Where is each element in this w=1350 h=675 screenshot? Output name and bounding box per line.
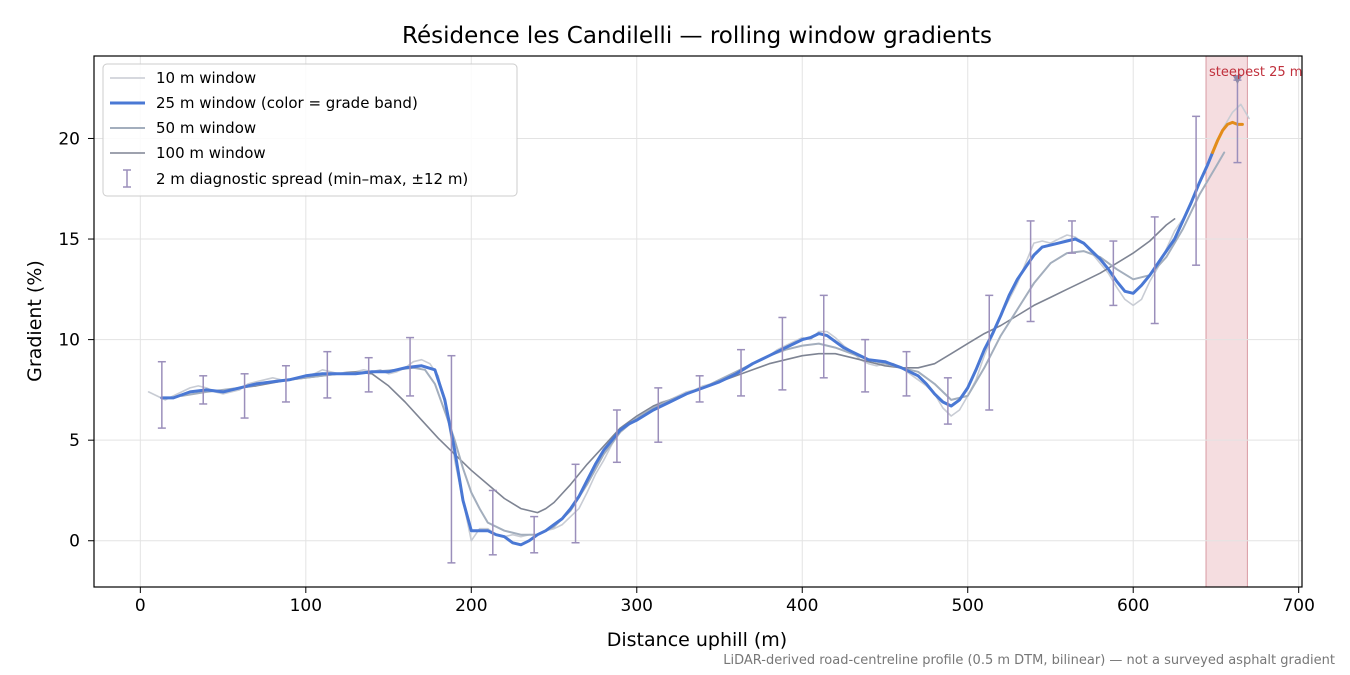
legend-label-errorbar: 2 m diagnostic spread (min–max, ±12 m) xyxy=(156,170,468,188)
legend-label-10m: 10 m window xyxy=(156,69,256,87)
series-line-50-m-window xyxy=(180,151,1226,536)
x-tick-label: 300 xyxy=(621,596,653,616)
x-tick-label: 100 xyxy=(290,596,322,616)
y-tick-label: 15 xyxy=(58,230,80,250)
steepest-label: steepest 25 m xyxy=(1209,65,1302,80)
x-tick-label: 400 xyxy=(786,596,818,616)
y-tick-label: 10 xyxy=(58,331,80,351)
legend: 10 m window 25 m window (color = grade b… xyxy=(102,63,518,197)
legend-box xyxy=(102,63,518,197)
x-tick-label: 0 xyxy=(135,596,146,616)
steepest-band xyxy=(1205,55,1248,588)
legend-swatch-errorbar xyxy=(123,169,131,188)
y-tick-label: 20 xyxy=(58,129,80,149)
x-tick-label: 200 xyxy=(455,596,487,616)
legend-label-100m: 100 m window xyxy=(156,144,266,162)
y-tick-label: 0 xyxy=(69,532,80,552)
y-axis-label: Gradient (%) xyxy=(24,260,46,382)
plot-area: steepest 25 m 0 100 200 300 400 500 600 700 0 5 10 1… xyxy=(58,55,1315,616)
series-line-25-m-window-color-grade-band xyxy=(160,151,1215,547)
x-tick-label: 600 xyxy=(1117,596,1149,616)
plot-frame xyxy=(93,55,1303,588)
chart-title: Résidence les Candilelli — rolling windo… xyxy=(402,23,992,49)
legend-label-25m: 25 m window (color = grade band) xyxy=(156,94,418,112)
legend-label-50m: 50 m window xyxy=(156,119,256,137)
steepest-marker xyxy=(1232,75,1243,85)
x-tick-label: 500 xyxy=(952,596,984,616)
x-axis-label: Distance uphill (m) xyxy=(607,629,787,651)
x-tick-label: 700 xyxy=(1282,596,1314,616)
footnote: LiDAR-derived road-centreline profile (0… xyxy=(723,653,1335,668)
y-tick-label: 5 xyxy=(69,431,80,451)
